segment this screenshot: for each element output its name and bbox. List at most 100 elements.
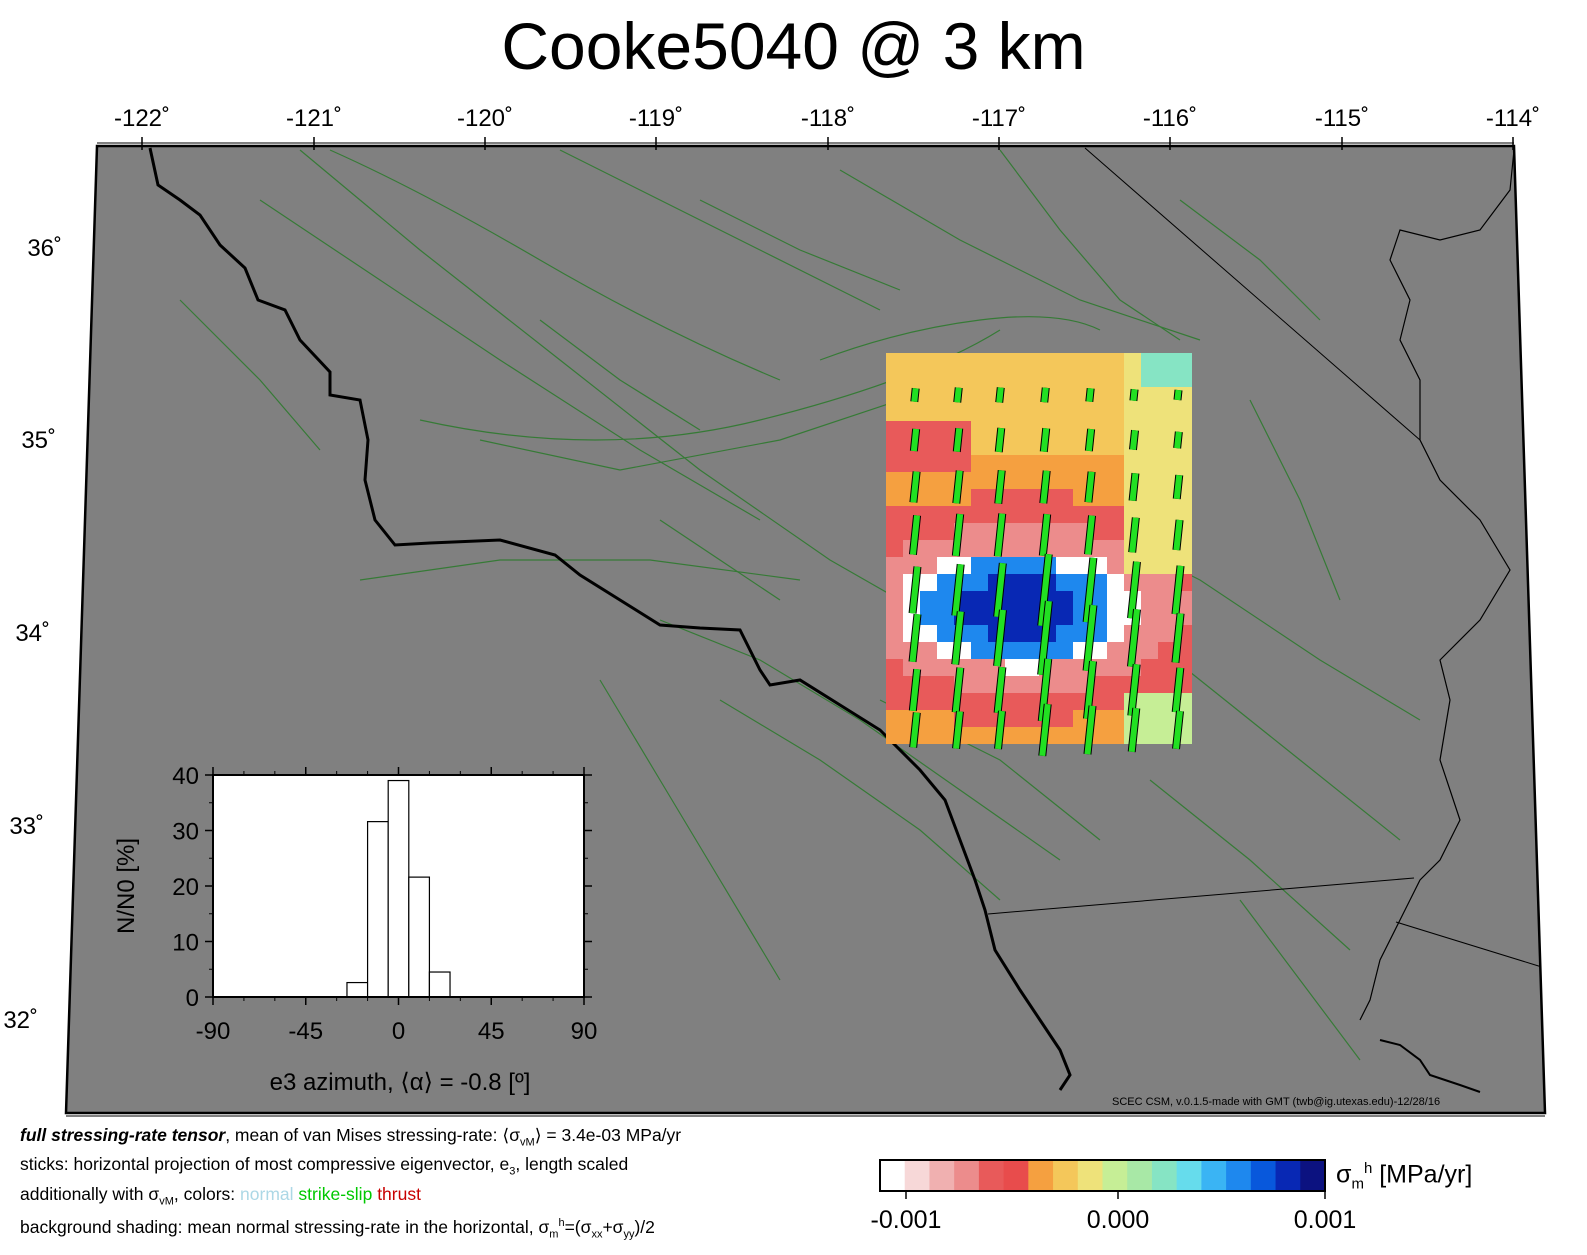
stick [1041,387,1049,403]
legend-strike-slip: strike-slip [298,1184,373,1204]
stick [952,513,964,557]
caption-line-3: additionally with σvM, colors: normal st… [20,1184,421,1208]
stick [1038,600,1052,676]
histogram-x-tick-label: 45 [478,1018,505,1045]
histogram-x-tick-label: -45 [288,1018,323,1045]
lat-tick: 32˚ [3,1007,38,1034]
histogram-y-tick-label: 40 [172,763,199,790]
stick [1038,553,1052,627]
colorbar-swatch [1300,1160,1326,1191]
histogram-bars [346,779,451,998]
stick [1173,474,1183,500]
map-title: Cooke5040 @ 3 km [501,9,1086,83]
colorbar-swatch [954,1160,980,1191]
colorbar-swatch [1151,1160,1178,1191]
stick [1172,565,1184,615]
colorbar-swatch [1127,1160,1153,1191]
stick [953,470,963,504]
colorbar-swatch [880,1160,906,1191]
stick [953,427,963,453]
legend-thrust: thrust [377,1184,421,1204]
stick [1083,660,1097,720]
colorbar-swatch [1028,1160,1054,1191]
histogram-x-tick-label: 0 [392,1018,405,1045]
stick [909,613,921,663]
histogram-y-tick-label: 10 [172,930,199,957]
stick [1129,472,1139,502]
stick [953,711,963,749]
lat-tick: 33˚ [9,813,44,840]
stick [1128,664,1140,716]
colorbar-swatch [1226,1160,1252,1191]
lon-axis: -122˚ -121˚ -120˚ -119˚ -118˚ -117˚ -116… [114,105,1540,150]
stick [1173,710,1183,750]
stick [994,562,1006,618]
lat-tick: 34˚ [15,620,50,647]
colorbar-swatch [978,1160,1005,1191]
histogram-y-ticks: 0 10 20 30 40 [172,763,592,1012]
stick [1172,613,1184,663]
stick [1084,515,1096,555]
stick [996,387,1004,403]
stick [909,566,921,614]
stick [1174,431,1182,449]
caption-line-2: sticks: horizontal projection of most co… [20,1154,629,1178]
stick [1174,389,1182,401]
stick [909,668,921,712]
colorbar-swatch [1003,1160,1029,1191]
histogram-y-label: N/N0 [%] [113,838,140,934]
stick [910,712,920,748]
lon-tick: -116˚ [1143,105,1197,132]
colorbar-tick: 0.000 [1086,1206,1150,1234]
colorbar-swatch [1275,1160,1301,1191]
stick [1040,470,1050,504]
stick [909,515,921,555]
lat-tick: 36˚ [27,235,62,262]
eigenvector-sticks [908,387,1185,757]
caption-line-1: full stressing-rate tensor, mean of van … [20,1125,682,1149]
colorbar-swatch [1102,1160,1128,1191]
stick [910,428,920,452]
lon-tick: -121˚ [286,105,342,132]
lon-tick: -118˚ [801,105,855,132]
stick [1127,608,1141,668]
stick [1086,388,1094,402]
colorbar-swatch [904,1160,930,1191]
histogram-bar [366,821,389,998]
state-borders [987,147,1545,969]
stick [1083,604,1097,672]
stick [995,470,1005,504]
stressing-rate-shading [886,353,1192,744]
lon-tick: -120˚ [457,105,513,132]
stick [952,563,964,617]
stick [1039,703,1051,757]
stick [1129,429,1139,451]
colorbar-tick: 0.001 [1293,1206,1357,1234]
stick [1084,705,1096,755]
histogram-bar [346,981,369,998]
stick [1173,519,1183,551]
colorbar-swatch [1250,1160,1277,1191]
histogram-y-tick-label: 20 [172,874,199,901]
stick [1172,667,1184,713]
stick [1085,471,1095,503]
lon-tick: -122˚ [114,105,170,132]
histogram-x-tick-label: -90 [196,1018,231,1045]
histogram-x-ticks: -90 -45 0 45 90 [196,767,597,1045]
stick [910,471,920,503]
stick [954,387,962,403]
stick [1039,513,1051,557]
colorbar-swatch [1077,1160,1103,1191]
histogram-y-tick-label: 0 [186,985,199,1012]
stick [1040,428,1050,452]
credit-text: SCEC CSM, v.0.1.5-made with GMT (twb@ig.… [1112,1096,1441,1108]
lat-axis: 36˚ 35˚ 34˚ 33˚ 32˚ [3,235,62,1034]
colorbar-swatch [1053,1160,1079,1191]
histogram-bar [428,971,451,998]
colorbar-unit: σmh [MPa/yr] [1336,1160,1473,1193]
histogram-bar [408,876,431,998]
lon-tick: -114˚ [1486,105,1540,132]
histogram-y-tick-label: 30 [172,819,199,846]
stick [1129,517,1139,553]
